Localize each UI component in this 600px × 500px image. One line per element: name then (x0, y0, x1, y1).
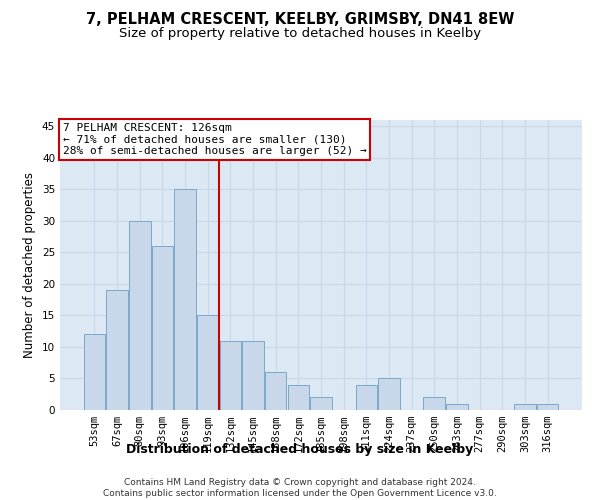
Bar (378, 378, 400, 410)
Y-axis label: Number of detached properties: Number of detached properties (23, 172, 37, 358)
Bar (537, 404, 558, 410)
Bar (310, 398, 332, 410)
Bar (265, 372, 286, 410)
Bar (424, 398, 445, 410)
Text: Distribution of detached houses by size in Keelby: Distribution of detached houses by size … (127, 442, 473, 456)
Bar (287, 385, 309, 410)
Bar (242, 340, 264, 410)
Bar (220, 340, 241, 410)
Bar (356, 385, 377, 410)
Bar (446, 404, 467, 410)
Bar (175, 190, 196, 410)
Text: Size of property relative to detached houses in Keelby: Size of property relative to detached ho… (119, 28, 481, 40)
Bar (197, 316, 218, 410)
Bar (84, 334, 105, 410)
Bar (152, 246, 173, 410)
Bar (514, 404, 536, 410)
Text: 7, PELHAM CRESCENT, KEELBY, GRIMSBY, DN41 8EW: 7, PELHAM CRESCENT, KEELBY, GRIMSBY, DN4… (86, 12, 514, 28)
Text: 7 PELHAM CRESCENT: 126sqm
← 71% of detached houses are smaller (130)
28% of semi: 7 PELHAM CRESCENT: 126sqm ← 71% of detac… (62, 123, 367, 156)
Bar (106, 290, 128, 410)
Bar (129, 221, 151, 410)
Text: Contains HM Land Registry data © Crown copyright and database right 2024.
Contai: Contains HM Land Registry data © Crown c… (103, 478, 497, 498)
